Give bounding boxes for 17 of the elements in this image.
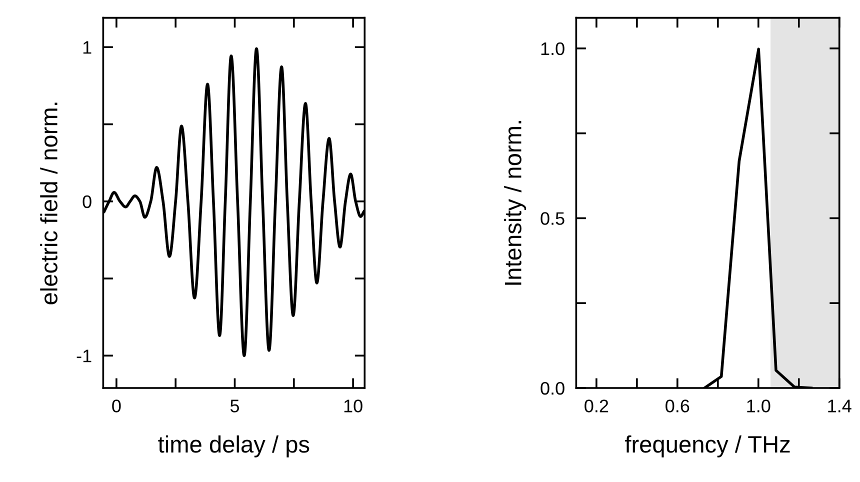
x-tick-label: 10 bbox=[344, 400, 362, 412]
x-axis-title: frequency / THz bbox=[625, 435, 790, 458]
y-tick-label: 1.0 bbox=[541, 42, 564, 56]
x-tick-label: 5 bbox=[230, 400, 240, 412]
x-tick-label: 0.6 bbox=[666, 400, 690, 412]
y-tick-label: 0 bbox=[82, 195, 92, 208]
x-axis-title: time delay / ps bbox=[158, 435, 310, 458]
y-tick-label: -1 bbox=[76, 350, 92, 362]
x-tick-label: 1.0 bbox=[747, 400, 770, 412]
y-axis-title: electric field / norm. bbox=[40, 102, 58, 304]
y-tick-label: 0.5 bbox=[540, 212, 564, 225]
y-axis-title: Intensity / norm. bbox=[504, 121, 526, 285]
x-tick-label: 0.2 bbox=[584, 400, 608, 412]
y-tick-label: 0.0 bbox=[540, 382, 564, 395]
x-tick-label: 1.4 bbox=[828, 400, 852, 412]
x-tick-label: 0 bbox=[112, 400, 121, 412]
y-tick-label: 1 bbox=[83, 41, 92, 54]
